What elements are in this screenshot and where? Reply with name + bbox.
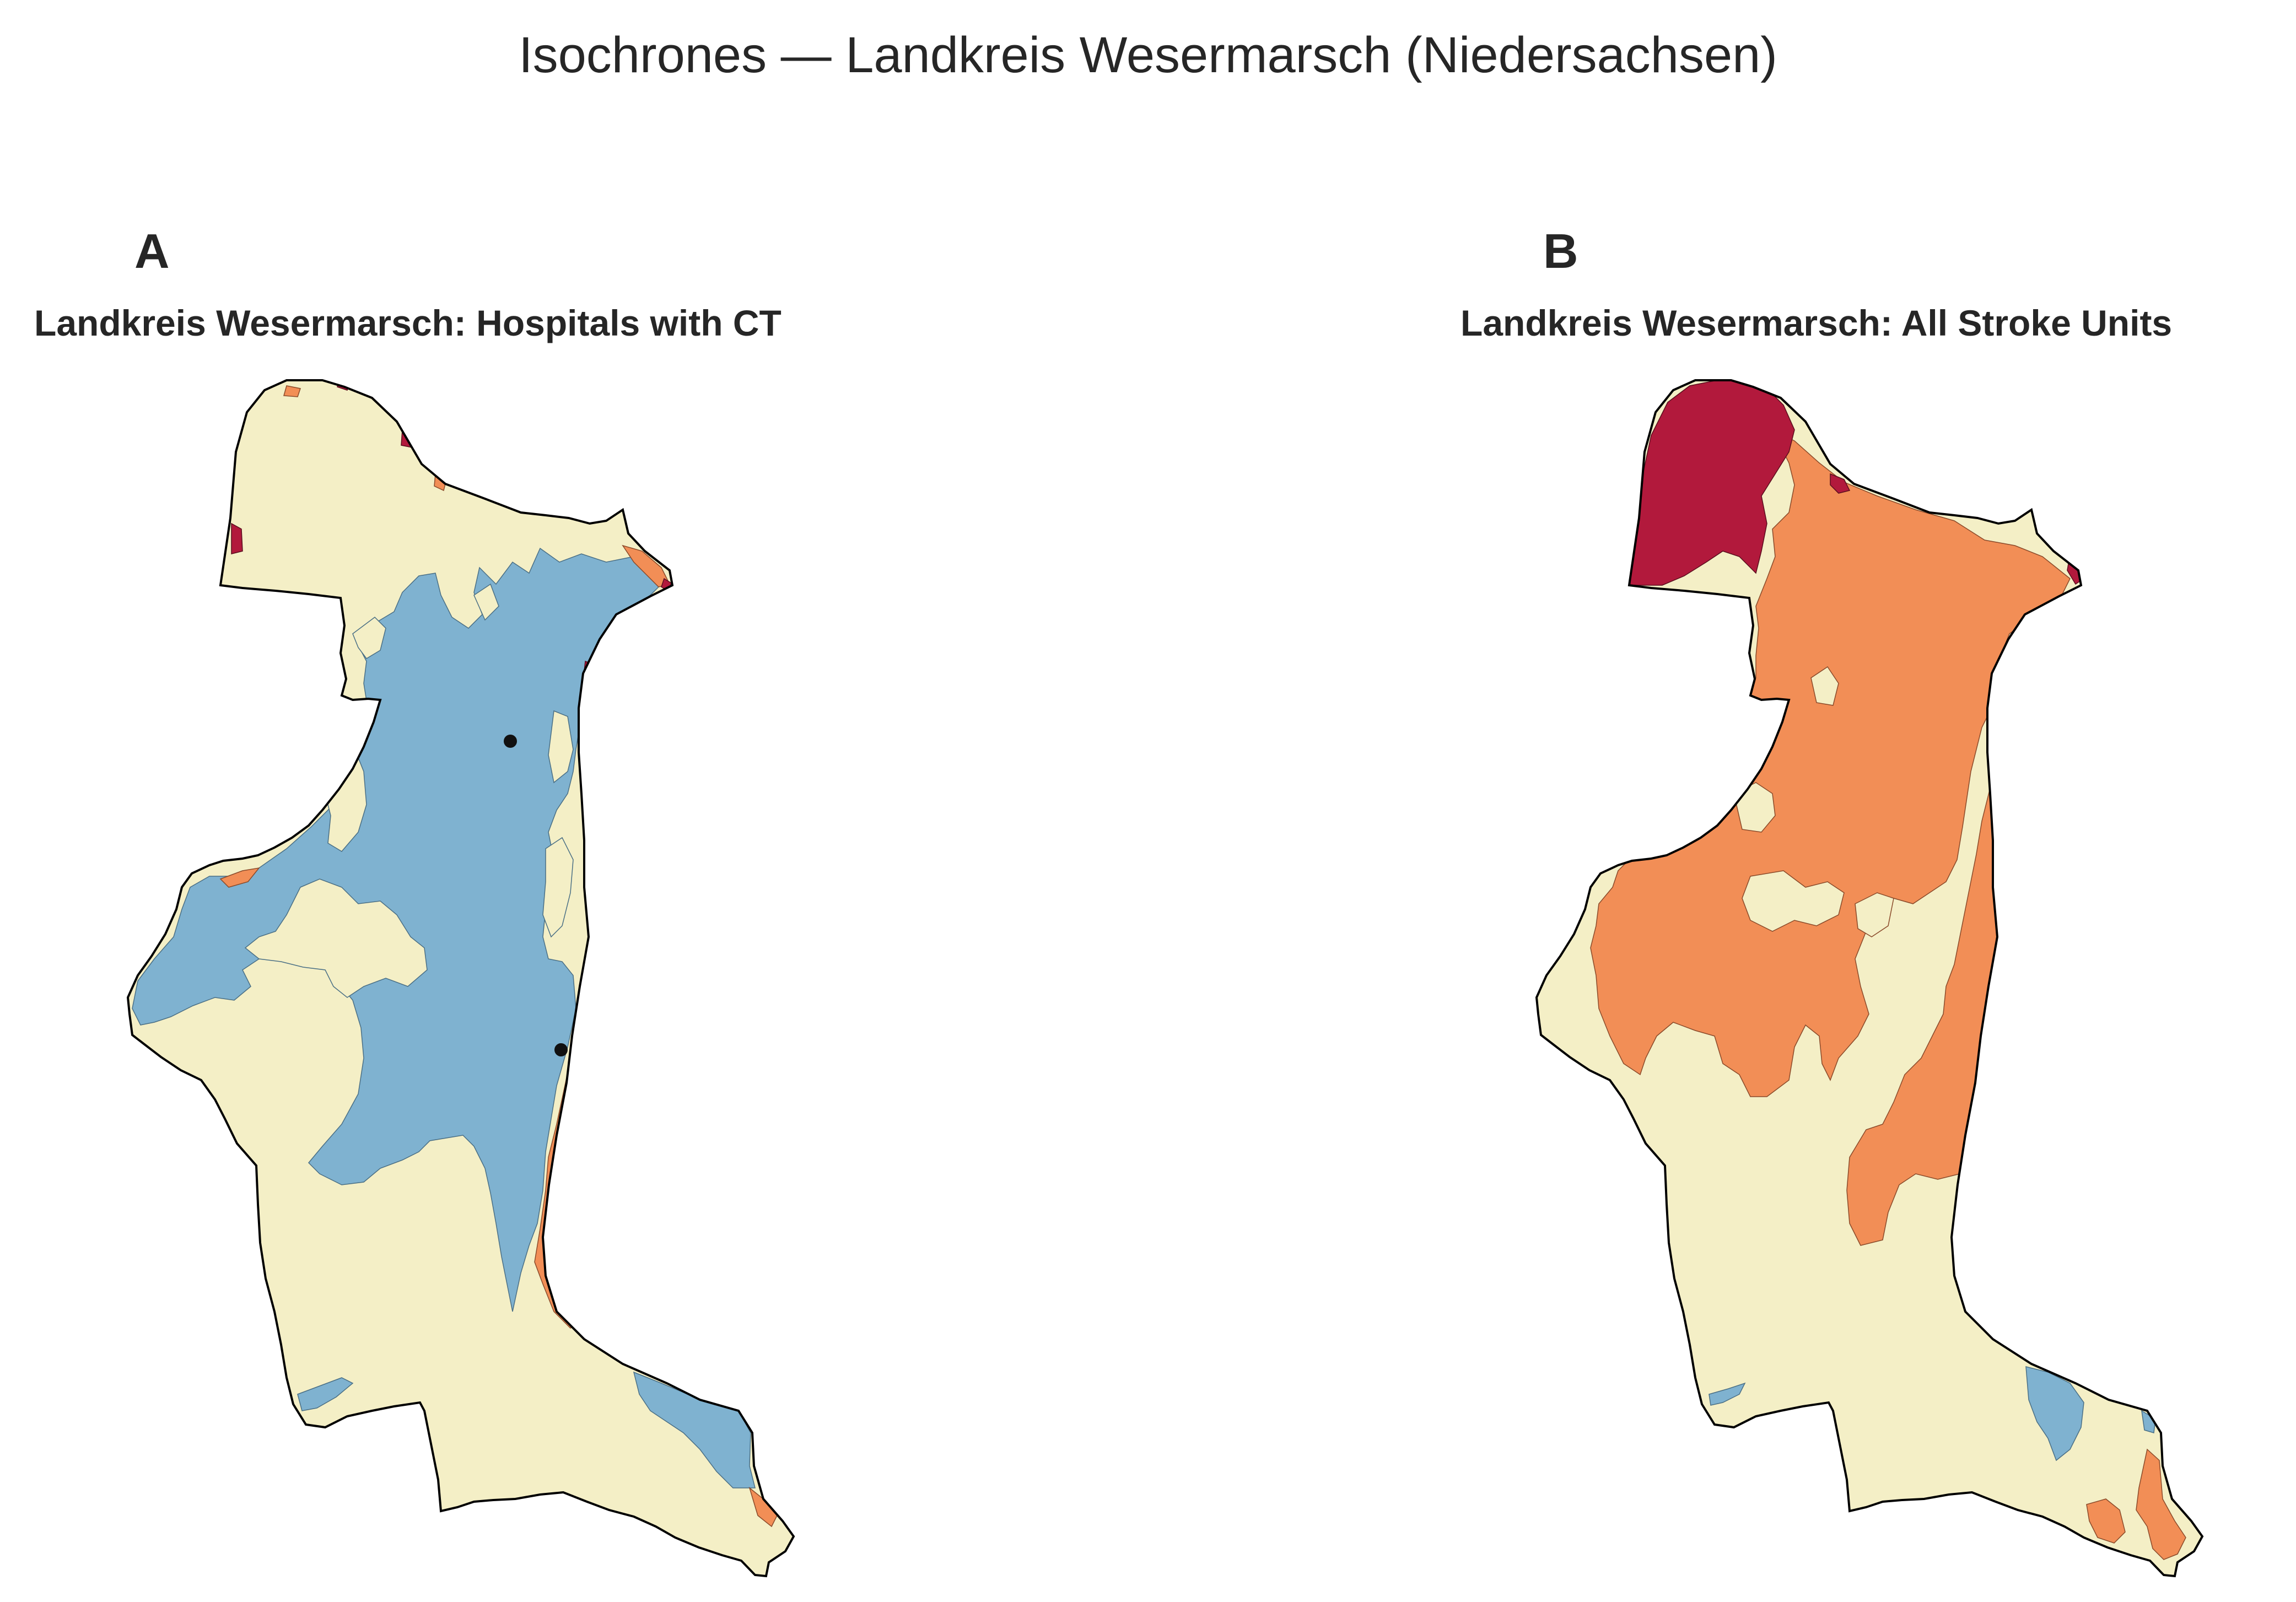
panel-b-letter: B [1543, 224, 1578, 278]
panel-b-band-15-30-island [1810, 666, 1839, 706]
panel-b-map [1535, 379, 2203, 1577]
panel-a-band-30-45-west [219, 867, 260, 888]
panel-a-letter: A [134, 224, 170, 278]
panel-b-band-30-45-se2 [2086, 1498, 2126, 1544]
panel-b-band-gt45-north [1629, 380, 1795, 586]
panel-b-title: Landkreis Wesermarsch: All Stroke Units [1460, 303, 2173, 343]
panel-b-band-15-30-island [1742, 870, 1845, 932]
panel-a-band-15-30-island [548, 710, 574, 784]
panel-b-band-30-45-se [2136, 1448, 2186, 1560]
figure-title: Isochrones — Landkreis Wesermarsch (Nied… [519, 27, 1777, 83]
panel-b-band-gt45-north2 [1830, 473, 1851, 494]
panel-a-map [127, 379, 795, 1577]
panel-a-facility-marker [554, 1043, 568, 1056]
panel-a-band-15-30-island [244, 878, 428, 998]
panel-b-band-15-30-island [1855, 892, 1894, 937]
panel-a-title: Landkreis Wesermarsch: Hospitals with CT [34, 303, 781, 343]
panel-a-facility-marker [504, 735, 517, 748]
panel-a-band-lt15-west [297, 1377, 354, 1411]
panel-a-band-gt45-north2 [231, 522, 243, 554]
panel-a-band-15-30-island [542, 837, 574, 938]
panel-b-band-lt15-west [1708, 1382, 1746, 1406]
panel-b-band-lt15-south [2025, 1366, 2084, 1461]
panel-a-band-30-45-se [748, 1486, 778, 1528]
panel-a-band-30-45-top [283, 385, 301, 397]
panel-a-band-15-30-island [352, 617, 386, 659]
panel-a-band-15-30-island [473, 583, 499, 621]
